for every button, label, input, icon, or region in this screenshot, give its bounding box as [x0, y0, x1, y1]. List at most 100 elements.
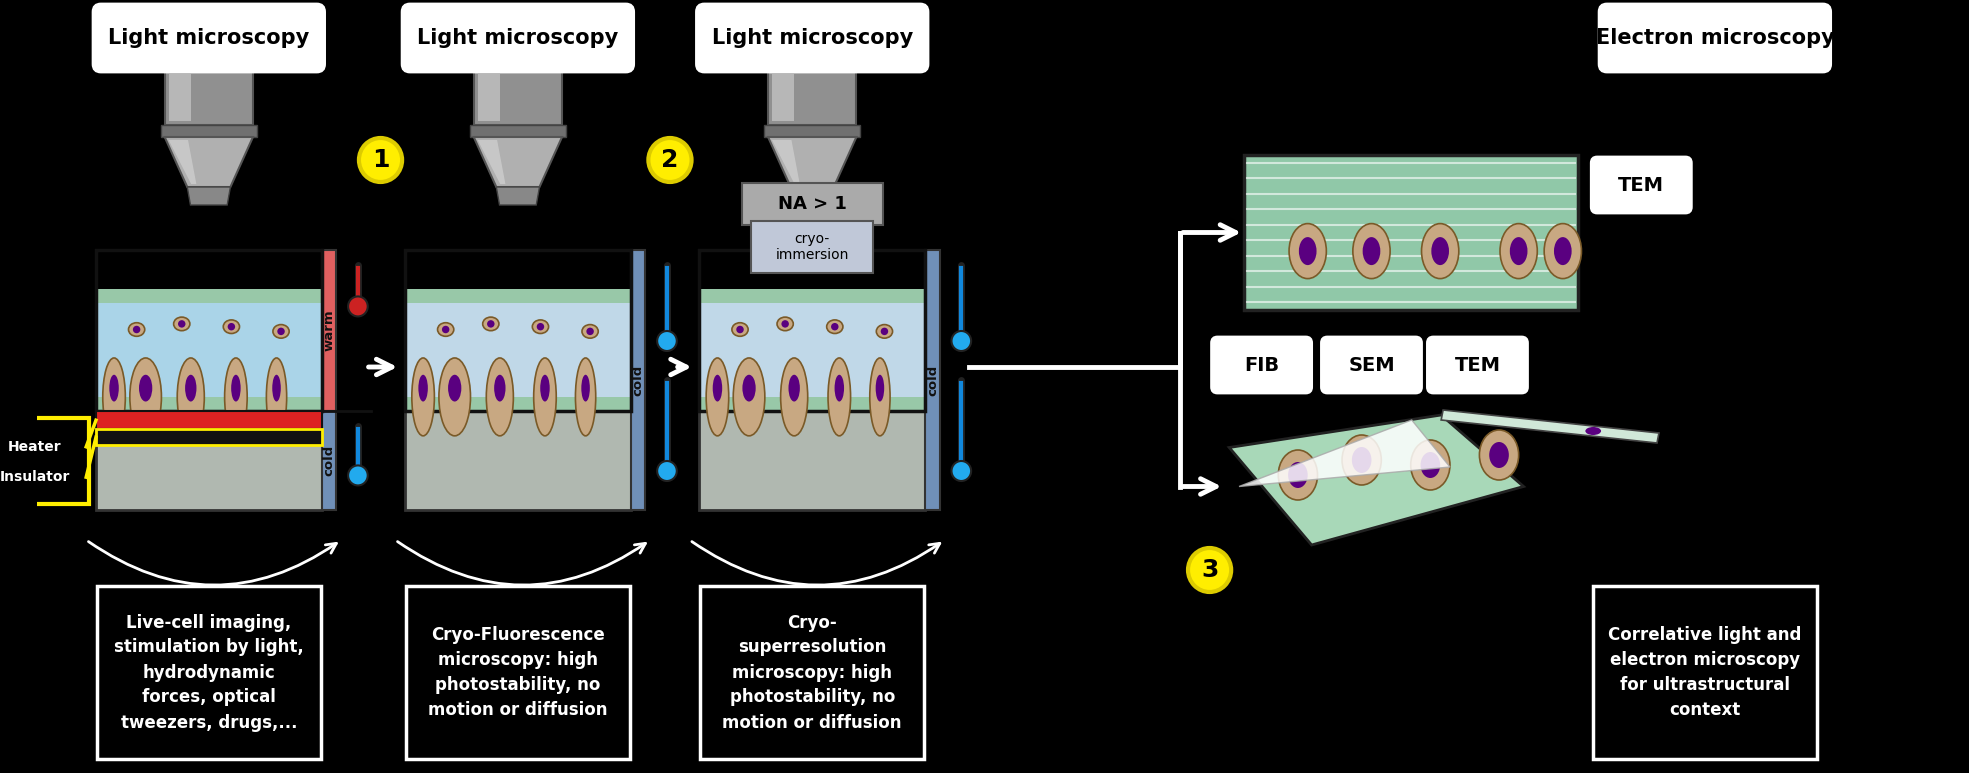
Ellipse shape: [140, 375, 152, 401]
Ellipse shape: [274, 325, 289, 338]
Text: Electron microscopy: Electron microscopy: [1595, 28, 1835, 48]
Text: Light microscopy: Light microscopy: [108, 28, 309, 48]
FancyBboxPatch shape: [764, 125, 860, 137]
FancyBboxPatch shape: [1593, 586, 1817, 759]
FancyBboxPatch shape: [321, 250, 337, 411]
Ellipse shape: [128, 322, 146, 336]
Ellipse shape: [449, 375, 461, 401]
Ellipse shape: [780, 358, 807, 436]
FancyBboxPatch shape: [699, 289, 925, 303]
Ellipse shape: [1353, 223, 1390, 278]
Text: 2: 2: [662, 148, 679, 172]
Ellipse shape: [437, 322, 453, 336]
Ellipse shape: [224, 358, 248, 436]
Ellipse shape: [1278, 450, 1317, 500]
Ellipse shape: [835, 375, 845, 401]
Ellipse shape: [742, 375, 756, 401]
Ellipse shape: [439, 358, 471, 436]
FancyBboxPatch shape: [0, 418, 89, 504]
Ellipse shape: [778, 317, 794, 331]
Ellipse shape: [494, 375, 506, 401]
Ellipse shape: [102, 358, 126, 436]
FancyBboxPatch shape: [1211, 337, 1311, 393]
Ellipse shape: [266, 358, 287, 436]
Ellipse shape: [177, 358, 205, 436]
FancyBboxPatch shape: [925, 250, 939, 510]
Ellipse shape: [1410, 440, 1449, 490]
Text: warm: warm: [323, 310, 335, 352]
Ellipse shape: [228, 323, 234, 330]
Ellipse shape: [827, 320, 843, 333]
Text: SEM: SEM: [1349, 356, 1394, 374]
Circle shape: [658, 461, 677, 481]
Polygon shape: [187, 187, 230, 205]
Ellipse shape: [230, 375, 240, 401]
Ellipse shape: [486, 320, 494, 328]
Ellipse shape: [880, 328, 888, 335]
Ellipse shape: [1544, 223, 1581, 278]
Text: 1: 1: [372, 148, 390, 172]
Polygon shape: [772, 140, 799, 184]
FancyBboxPatch shape: [701, 586, 923, 759]
Circle shape: [648, 138, 691, 182]
FancyBboxPatch shape: [699, 303, 925, 397]
FancyBboxPatch shape: [406, 411, 630, 510]
FancyBboxPatch shape: [699, 411, 925, 510]
FancyBboxPatch shape: [96, 411, 321, 510]
FancyBboxPatch shape: [96, 289, 321, 303]
FancyBboxPatch shape: [1321, 337, 1422, 393]
Text: Cryo-
superresolution
microscopy: high
photostability, no
motion or diffusion: Cryo- superresolution microscopy: high p…: [723, 614, 902, 731]
Polygon shape: [496, 187, 540, 205]
Ellipse shape: [1510, 237, 1528, 265]
Polygon shape: [1229, 415, 1524, 545]
Text: TEM: TEM: [1619, 175, 1664, 195]
FancyBboxPatch shape: [742, 183, 882, 225]
Text: Insulator: Insulator: [0, 470, 69, 484]
Text: Light microscopy: Light microscopy: [711, 28, 914, 48]
Text: FIB: FIB: [1244, 356, 1280, 374]
Text: Correlative light and
electron microscopy
for ultrastructural
context: Correlative light and electron microscop…: [1609, 626, 1802, 719]
Ellipse shape: [575, 358, 597, 436]
Polygon shape: [169, 140, 197, 184]
Polygon shape: [475, 137, 561, 187]
FancyBboxPatch shape: [475, 70, 561, 125]
Polygon shape: [1441, 410, 1660, 443]
Ellipse shape: [441, 325, 449, 333]
Ellipse shape: [829, 358, 851, 436]
Circle shape: [358, 138, 402, 182]
Ellipse shape: [1489, 442, 1508, 468]
Polygon shape: [768, 137, 857, 187]
Text: Light microscopy: Light microscopy: [417, 28, 618, 48]
FancyBboxPatch shape: [165, 70, 252, 125]
Ellipse shape: [1288, 462, 1307, 488]
FancyBboxPatch shape: [768, 70, 857, 125]
Ellipse shape: [581, 375, 591, 401]
FancyBboxPatch shape: [752, 221, 872, 273]
Circle shape: [658, 331, 677, 351]
Polygon shape: [1239, 420, 1449, 486]
Polygon shape: [792, 187, 833, 205]
Ellipse shape: [1479, 430, 1518, 480]
Ellipse shape: [707, 358, 729, 436]
Ellipse shape: [736, 325, 744, 333]
Circle shape: [349, 465, 368, 485]
FancyBboxPatch shape: [1244, 155, 1577, 310]
FancyBboxPatch shape: [406, 586, 630, 759]
FancyBboxPatch shape: [697, 4, 927, 72]
Circle shape: [349, 296, 368, 316]
Ellipse shape: [788, 375, 799, 401]
Text: TEM: TEM: [1455, 356, 1500, 374]
FancyBboxPatch shape: [478, 74, 500, 121]
Circle shape: [1187, 548, 1231, 592]
Ellipse shape: [870, 358, 890, 436]
Ellipse shape: [173, 317, 189, 331]
Ellipse shape: [222, 320, 240, 333]
Polygon shape: [478, 140, 506, 184]
Ellipse shape: [1585, 427, 1601, 435]
Text: Heater: Heater: [8, 440, 61, 454]
Ellipse shape: [534, 358, 557, 436]
FancyBboxPatch shape: [406, 303, 630, 397]
Ellipse shape: [132, 325, 140, 333]
Ellipse shape: [1343, 435, 1382, 485]
Ellipse shape: [876, 325, 892, 338]
